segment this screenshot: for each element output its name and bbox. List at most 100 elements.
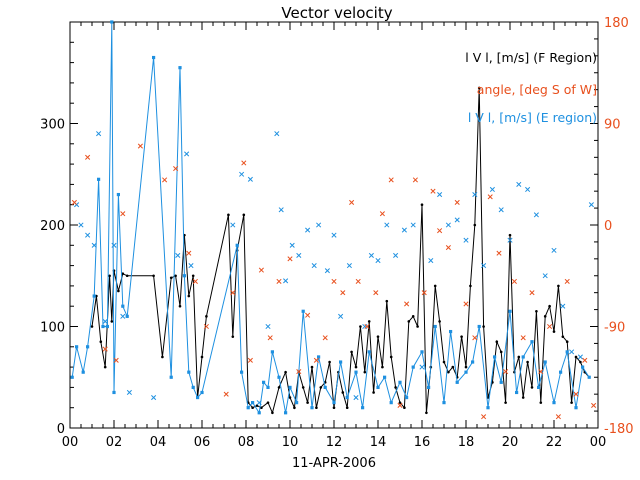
x-marker-stroke (162, 177, 168, 183)
x-marker (137, 143, 143, 149)
y-tick-label: 0 (57, 422, 65, 437)
data-point (493, 355, 497, 359)
x-marker-stroke (349, 199, 355, 205)
data-point (477, 324, 481, 329)
data-point (385, 299, 389, 303)
data-point (486, 406, 490, 410)
data-point (99, 340, 103, 344)
data-point (310, 365, 314, 369)
data-point (565, 350, 569, 354)
data-point (323, 385, 327, 389)
x-marker (96, 131, 102, 137)
data-point (438, 320, 441, 323)
x-marker-stroke (85, 232, 91, 238)
x-marker-stroke (287, 256, 293, 262)
x-marker (296, 369, 302, 375)
data-point (420, 203, 424, 206)
data-point (372, 391, 375, 394)
x-marker (437, 228, 443, 234)
data-point (70, 375, 74, 379)
data-point (169, 276, 173, 280)
x-marker (454, 199, 460, 205)
x-tick-label: 06 (194, 435, 211, 450)
x-marker (489, 186, 495, 193)
x-marker-stroke (421, 290, 427, 296)
data-point (389, 401, 393, 405)
chart-title: Vector velocity (281, 4, 392, 22)
x-marker (569, 349, 575, 355)
x-marker-stroke (472, 191, 478, 198)
data-point (310, 406, 314, 410)
x-tick-label: 08 (238, 435, 255, 450)
data-point (383, 375, 387, 379)
data-point (288, 396, 292, 399)
x-marker-stroke (375, 257, 381, 264)
data-point (477, 86, 481, 90)
x-marker-stroke (511, 278, 517, 284)
x-marker-stroke (353, 394, 359, 401)
x-marker (404, 301, 410, 307)
x-marker-stroke (289, 242, 295, 248)
y2-tick-label: -90 (604, 321, 625, 336)
x-marker-stroke (547, 323, 553, 330)
x-marker (289, 242, 295, 248)
x-marker-stroke (102, 318, 108, 324)
x-marker (551, 247, 557, 253)
x-marker-stroke (340, 290, 346, 296)
data-point (317, 355, 321, 359)
data-point (152, 274, 155, 278)
x-marker (511, 278, 517, 284)
x-marker-stroke (516, 181, 522, 187)
data-point (508, 233, 512, 237)
data-point (398, 401, 402, 404)
x-marker-stroke (274, 131, 280, 137)
x-marker (223, 391, 229, 397)
x-marker-stroke (173, 166, 179, 172)
x-marker-stroke (388, 177, 394, 183)
x-marker (503, 369, 509, 375)
data-point (328, 360, 331, 364)
x-marker (283, 278, 289, 284)
x-marker-stroke (463, 237, 469, 243)
data-point (425, 411, 428, 415)
data-point (411, 315, 415, 318)
x-marker-stroke (569, 349, 575, 355)
data-point (125, 314, 129, 318)
x-marker-stroke (489, 186, 495, 193)
x-marker-stroke (428, 257, 434, 264)
x-marker (256, 400, 262, 406)
data-point (433, 324, 437, 329)
x-marker (582, 357, 588, 363)
x-marker (481, 263, 487, 269)
x-marker-stroke (223, 391, 229, 397)
x-marker (393, 252, 399, 259)
data-point (473, 223, 477, 227)
data-point (266, 401, 270, 404)
data-point (235, 243, 239, 247)
x-marker (267, 335, 273, 341)
data-point (345, 395, 349, 400)
x-marker (203, 323, 209, 330)
x-marker (186, 250, 192, 256)
x-marker-stroke (507, 237, 513, 243)
x-marker (85, 232, 91, 238)
x-marker (412, 177, 418, 183)
x-marker (151, 394, 157, 401)
data-point (110, 320, 114, 323)
x-marker (373, 290, 379, 296)
x-marker (388, 177, 394, 183)
data-point (427, 385, 431, 389)
data-point (205, 315, 208, 318)
x-marker (463, 301, 469, 307)
x-marker (113, 357, 119, 363)
data-point (191, 385, 195, 389)
x-axis-label: 11-APR-2006 (292, 456, 376, 471)
data-point (552, 401, 556, 405)
x-marker (192, 278, 198, 284)
data-point (306, 401, 309, 404)
data-point (332, 401, 336, 405)
x-marker-stroke (355, 278, 361, 284)
x-marker (419, 364, 425, 370)
data-point (251, 406, 254, 410)
x-marker (507, 237, 513, 243)
